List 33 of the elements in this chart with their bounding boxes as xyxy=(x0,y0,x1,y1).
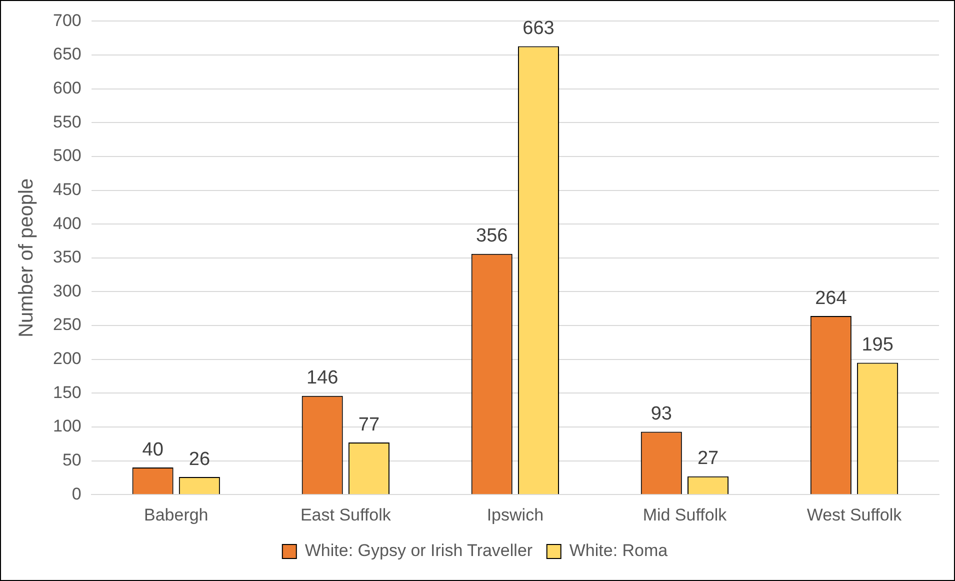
y-tick-label: 50 xyxy=(62,450,82,470)
y-tick-label: 150 xyxy=(52,382,82,402)
y-tick-label: 0 xyxy=(72,484,82,504)
y-tick-label: 100 xyxy=(52,416,82,436)
data-label: 356 xyxy=(476,226,508,247)
data-label: 663 xyxy=(522,18,554,39)
y-tick-label: 500 xyxy=(52,146,82,166)
y-tick-label: 400 xyxy=(52,214,82,233)
data-label: 264 xyxy=(815,288,848,309)
y-tick-label: 200 xyxy=(52,349,82,368)
y-tick-label: 600 xyxy=(52,78,82,98)
x-tick-label: East Suffolk xyxy=(300,505,392,524)
data-label: 40 xyxy=(142,439,164,460)
y-tick-label: 300 xyxy=(52,281,82,300)
y-tick-label: 700 xyxy=(52,10,82,30)
y-tick-label: 550 xyxy=(52,112,82,132)
data-label: 93 xyxy=(650,403,672,424)
y-tick-label: 650 xyxy=(52,44,82,64)
data-label: 195 xyxy=(862,334,894,356)
legend-label: White: Gypsy or Irish Traveller xyxy=(304,541,533,560)
legend-label: White: Roma xyxy=(569,541,668,560)
y-tick-label: 250 xyxy=(52,315,82,334)
x-tick-label: Mid Suffolk xyxy=(642,505,728,524)
y-axis-title: Number of people xyxy=(16,178,38,338)
x-tick-label: Babergh xyxy=(144,505,208,524)
x-tick-label: West Suffolk xyxy=(806,505,902,524)
x-tick-label: Ipswich xyxy=(486,505,544,524)
data-label: 27 xyxy=(697,448,719,470)
y-tick-label: 450 xyxy=(52,180,82,199)
y-tick-label: 350 xyxy=(52,248,82,267)
data-label: 26 xyxy=(188,448,210,470)
data-label: 146 xyxy=(306,368,338,389)
data-label: 77 xyxy=(358,414,380,436)
